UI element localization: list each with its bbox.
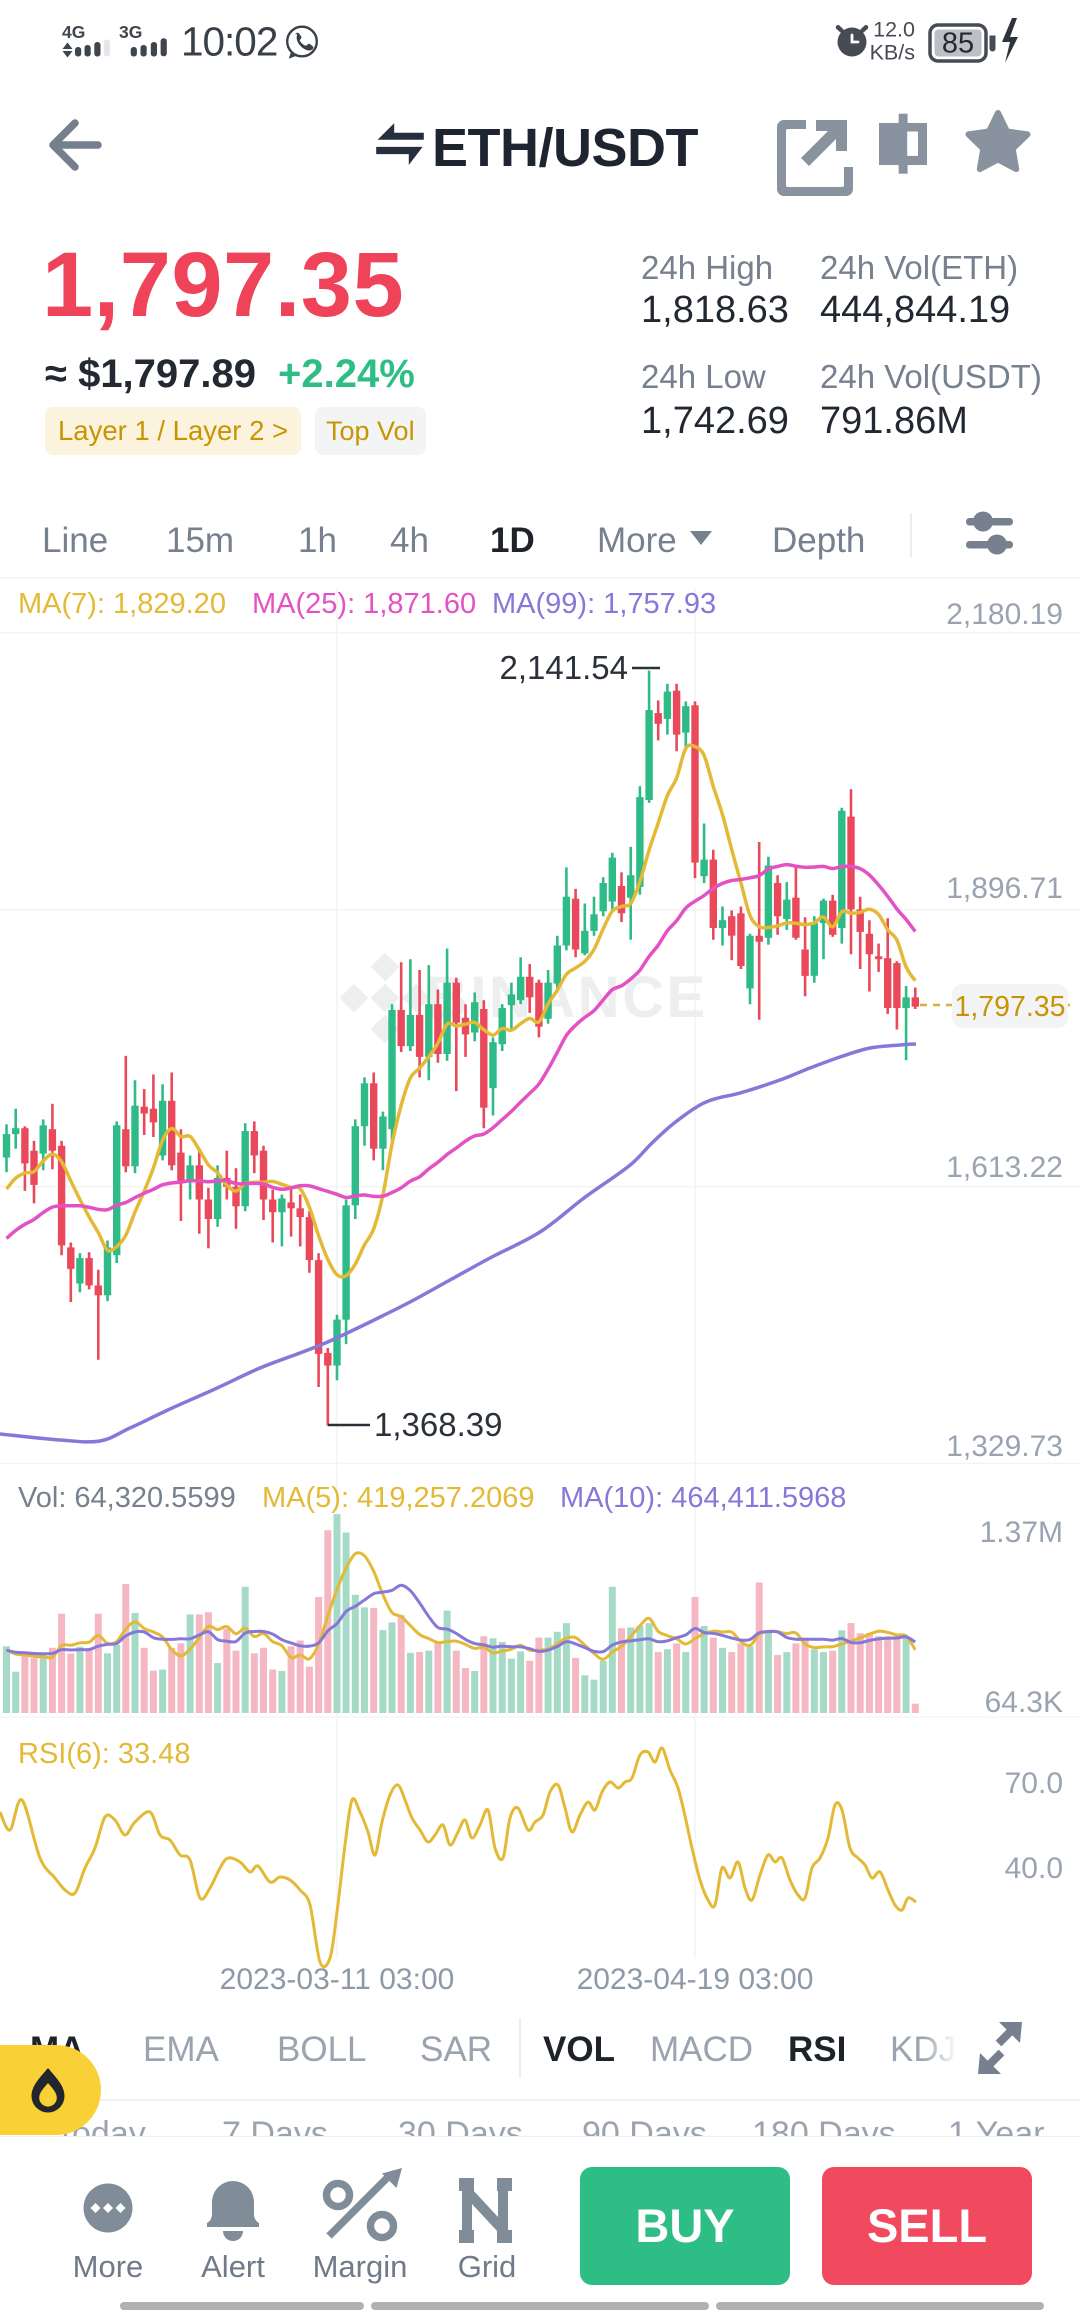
svg-text:More: More (73, 2249, 144, 2284)
svg-text:4G: 4G (62, 22, 85, 42)
svg-text:RSI(6): 33.48: RSI(6): 33.48 (18, 1738, 190, 1770)
svg-text:MA(10): 464,411.5968: MA(10): 464,411.5968 (560, 1482, 846, 1514)
svg-text:10:02: 10:02 (181, 19, 277, 65)
svg-text:Grid: Grid (458, 2249, 517, 2284)
svg-text:Vol: 64,320.5599: Vol: 64,320.5599 (18, 1482, 236, 1514)
svg-text:1,797.35: 1,797.35 (955, 991, 1066, 1023)
svg-text:ETH/USDT: ETH/USDT (432, 118, 699, 178)
svg-text:KB/s: KB/s (870, 41, 915, 65)
svg-text:12.0: 12.0 (873, 18, 915, 42)
svg-text:1,613.22: 1,613.22 (946, 1151, 1063, 1184)
svg-text:MA(25): 1,871.60: MA(25): 1,871.60 (252, 588, 476, 620)
svg-text:MA(7): 1,829.20: MA(7): 1,829.20 (18, 588, 226, 620)
svg-text:MA(99): 1,757.93: MA(99): 1,757.93 (492, 588, 716, 620)
svg-text:70.0: 70.0 (1005, 1767, 1063, 1800)
svg-text:Margin: Margin (313, 2249, 408, 2284)
svg-text:2023-03-11 03:00: 2023-03-11 03:00 (220, 1963, 455, 1996)
svg-text:3G: 3G (119, 22, 142, 42)
svg-text:1,368.39: 1,368.39 (374, 1406, 502, 1443)
svg-text:MA(5): 419,257.2069: MA(5): 419,257.2069 (262, 1482, 534, 1514)
svg-text:2,141.54: 2,141.54 (500, 649, 628, 686)
svg-text:2023-04-19 03:00: 2023-04-19 03:00 (577, 1963, 814, 1996)
svg-text:1,329.73: 1,329.73 (946, 1430, 1063, 1463)
svg-text:1.37M: 1.37M (980, 1516, 1063, 1549)
svg-text:85: 85 (942, 28, 974, 60)
svg-text:Alert: Alert (201, 2249, 265, 2284)
svg-text:40.0: 40.0 (1005, 1852, 1063, 1885)
svg-text:2,180.19: 2,180.19 (946, 598, 1063, 631)
svg-text:BUY: BUY (635, 2199, 734, 2252)
svg-text:SELL: SELL (867, 2199, 987, 2252)
svg-text:64.3K: 64.3K (985, 1686, 1063, 1719)
svg-text:1,896.71: 1,896.71 (946, 872, 1063, 905)
